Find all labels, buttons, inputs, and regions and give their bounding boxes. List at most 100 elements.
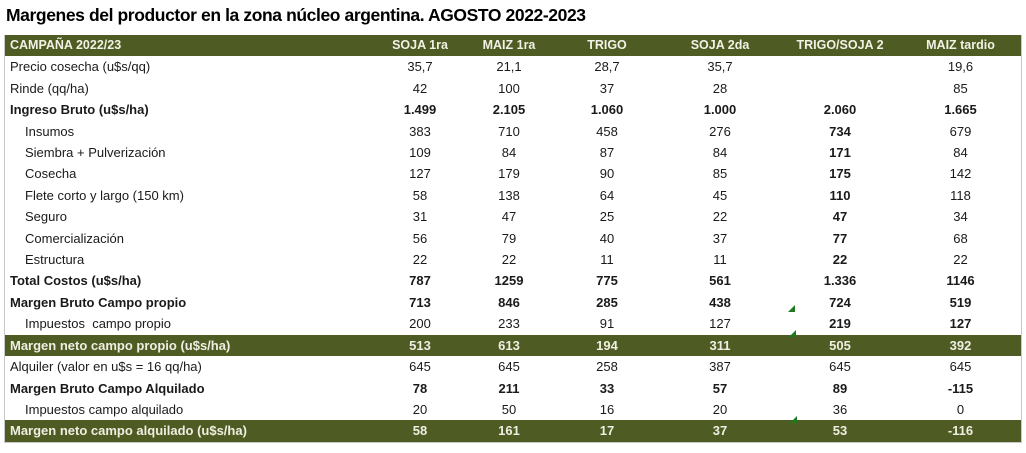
table-header: CAMPAÑA 2022/23 SOJA 1ra MAIZ 1ra TRIGO … (5, 35, 1021, 57)
data-table: CAMPAÑA 2022/23 SOJA 1ra MAIZ 1ra TRIGO … (5, 35, 1021, 442)
cell-value: 20 (712, 401, 728, 417)
cell-value: 171 (829, 145, 851, 161)
cell-value: 31 (412, 209, 428, 225)
cell-value: 17 (554, 420, 660, 442)
cell-value: 78 (412, 380, 428, 396)
cell-value: 53 (780, 420, 900, 442)
cell-value: 138 (498, 187, 520, 203)
cell-value: 505 (780, 334, 900, 357)
cell-value: -115 (947, 380, 974, 396)
column-header-soja-1ra: SOJA 1ra (376, 35, 464, 57)
cell-value: 22 (412, 252, 428, 268)
row-label: Impuestos campo propio (25, 316, 171, 332)
cell-value: 0 (956, 401, 965, 417)
cell-value: 33 (599, 380, 615, 396)
cell-value: 200 (409, 316, 431, 332)
row-label: Siembra + Pulverización (25, 145, 166, 161)
cell-value: 1.000 (703, 102, 737, 118)
table-body: Precio cosecha (u$s/qq) 35,7 21,1 28,7 35,7 1… (5, 56, 1021, 442)
cell-value: 68 (953, 230, 968, 246)
cell-value: 519 (949, 294, 972, 310)
cell-value: 57 (712, 380, 728, 396)
table-row: Impuestos campo propio 200 233 91 127 219 127 (5, 313, 1021, 334)
cell-value: 22 (832, 252, 848, 268)
cell-value: 77 (832, 230, 848, 246)
cell-value: 87 (599, 145, 615, 161)
cell-value: 787 (409, 273, 431, 289)
row-label: Margen Bruto Campo propio (10, 294, 187, 310)
cell-value: 16 (599, 401, 615, 417)
cell-value: 19,6 (947, 59, 974, 75)
row-label: Margen Bruto Campo Alquilado (10, 380, 205, 396)
table-row: Seguro 31 47 25 22 47 34 (5, 206, 1021, 227)
table-row: Rinde (qq/ha) 42 100 37 28 85 (5, 78, 1021, 99)
row-label: Flete corto y largo (150 km) (25, 187, 184, 203)
cell-value: 383 (409, 123, 431, 139)
cell-value: 1.499 (403, 102, 437, 118)
cell-value: 645 (498, 359, 520, 375)
cell-value: 64 (599, 187, 615, 203)
cell-value: 175 (829, 166, 851, 182)
table-row: Alquiler (valor en u$s = 16 qq/ha) 645 645… (5, 356, 1021, 377)
cell-value: 84 (712, 145, 728, 161)
comment-marker-icon (790, 416, 797, 423)
cell-value: 645 (829, 359, 851, 375)
cell-value: 11 (713, 252, 727, 268)
cell-value: 438 (709, 294, 731, 310)
cell-value: 846 (498, 294, 520, 310)
cell-value: 1.336 (823, 273, 857, 289)
cell-value: 710 (498, 123, 520, 139)
cell-value: 25 (599, 209, 615, 225)
cell-value: 47 (501, 209, 517, 225)
table-row: Margen Bruto Campo propio 713 846 285 438 724… (5, 292, 1021, 313)
cell-value (780, 56, 900, 77)
cell-value: 42 (412, 80, 428, 96)
cell-value: 37 (712, 230, 728, 246)
cell-value: 28 (712, 80, 728, 96)
table-row: Cosecha 127 179 90 85 175 142 (5, 163, 1021, 184)
cell-value: 85 (953, 80, 968, 96)
cell-value: 79 (501, 230, 517, 246)
table-row: Precio cosecha (u$s/qq) 35,7 21,1 28,7 35,7 1… (5, 56, 1021, 77)
cell-value: 35,7 (407, 59, 433, 75)
table-row: Total Costos (u$s/ha) 787 1259 775 561 1.336 1… (5, 270, 1021, 291)
cell-value: 311 (660, 334, 780, 357)
cell-value: 679 (949, 123, 972, 139)
cell-value: 219 (829, 316, 851, 332)
cell-value: 724 (829, 294, 851, 310)
row-label: Precio cosecha (u$s/qq) (10, 59, 151, 75)
page-title: Margenes del productor en la zona núcleo… (6, 5, 586, 25)
cell-value: 194 (554, 334, 660, 357)
cell-value: 645 (949, 359, 972, 375)
cell-value: 285 (596, 294, 618, 310)
column-header-trigo: TRIGO (554, 35, 660, 57)
cell-value: 37 (660, 420, 780, 442)
column-header-campana: CAMPAÑA 2022/23 (5, 35, 376, 57)
comment-marker-icon (789, 330, 796, 337)
cell-value: 28,7 (594, 59, 620, 75)
cell-value: 258 (596, 359, 618, 375)
cell-value: 2.060 (823, 102, 857, 118)
cell-value: 613 (464, 334, 554, 357)
table-row: Ingreso Bruto (u$s/ha) 1.499 2.105 1.060 1.0… (5, 99, 1021, 120)
table-row: Impuestos campo alquilado 20 50 16 20 36 0 (5, 399, 1021, 420)
cell-value: 89 (832, 380, 848, 396)
row-label: Estructura (25, 252, 85, 268)
cell-value: 276 (709, 123, 731, 139)
cell-value: 387 (709, 359, 731, 375)
cell-value: 58 (412, 187, 428, 203)
cell-value: 118 (950, 187, 971, 203)
cell-value: 91 (599, 316, 615, 332)
row-label: Margen neto campo alquilado (u$s/ha) (5, 420, 376, 442)
cell-value: 734 (829, 123, 851, 139)
table-row: Margen neto campo alquilado (u$s/ha) 58 16… (5, 420, 1021, 442)
cell-value: 58 (376, 420, 464, 442)
table-row: Comercialización 56 79 40 37 77 68 (5, 228, 1021, 249)
row-label: Margen neto campo propio (u$s/ha) (5, 334, 376, 357)
cell-value: 37 (599, 80, 615, 96)
cell-value: 45 (712, 187, 728, 203)
cell-value: 22 (712, 209, 728, 225)
margins-table: CAMPAÑA 2022/23 SOJA 1ra MAIZ 1ra TRIGO … (4, 35, 1022, 443)
cell-value: 142 (949, 166, 972, 182)
